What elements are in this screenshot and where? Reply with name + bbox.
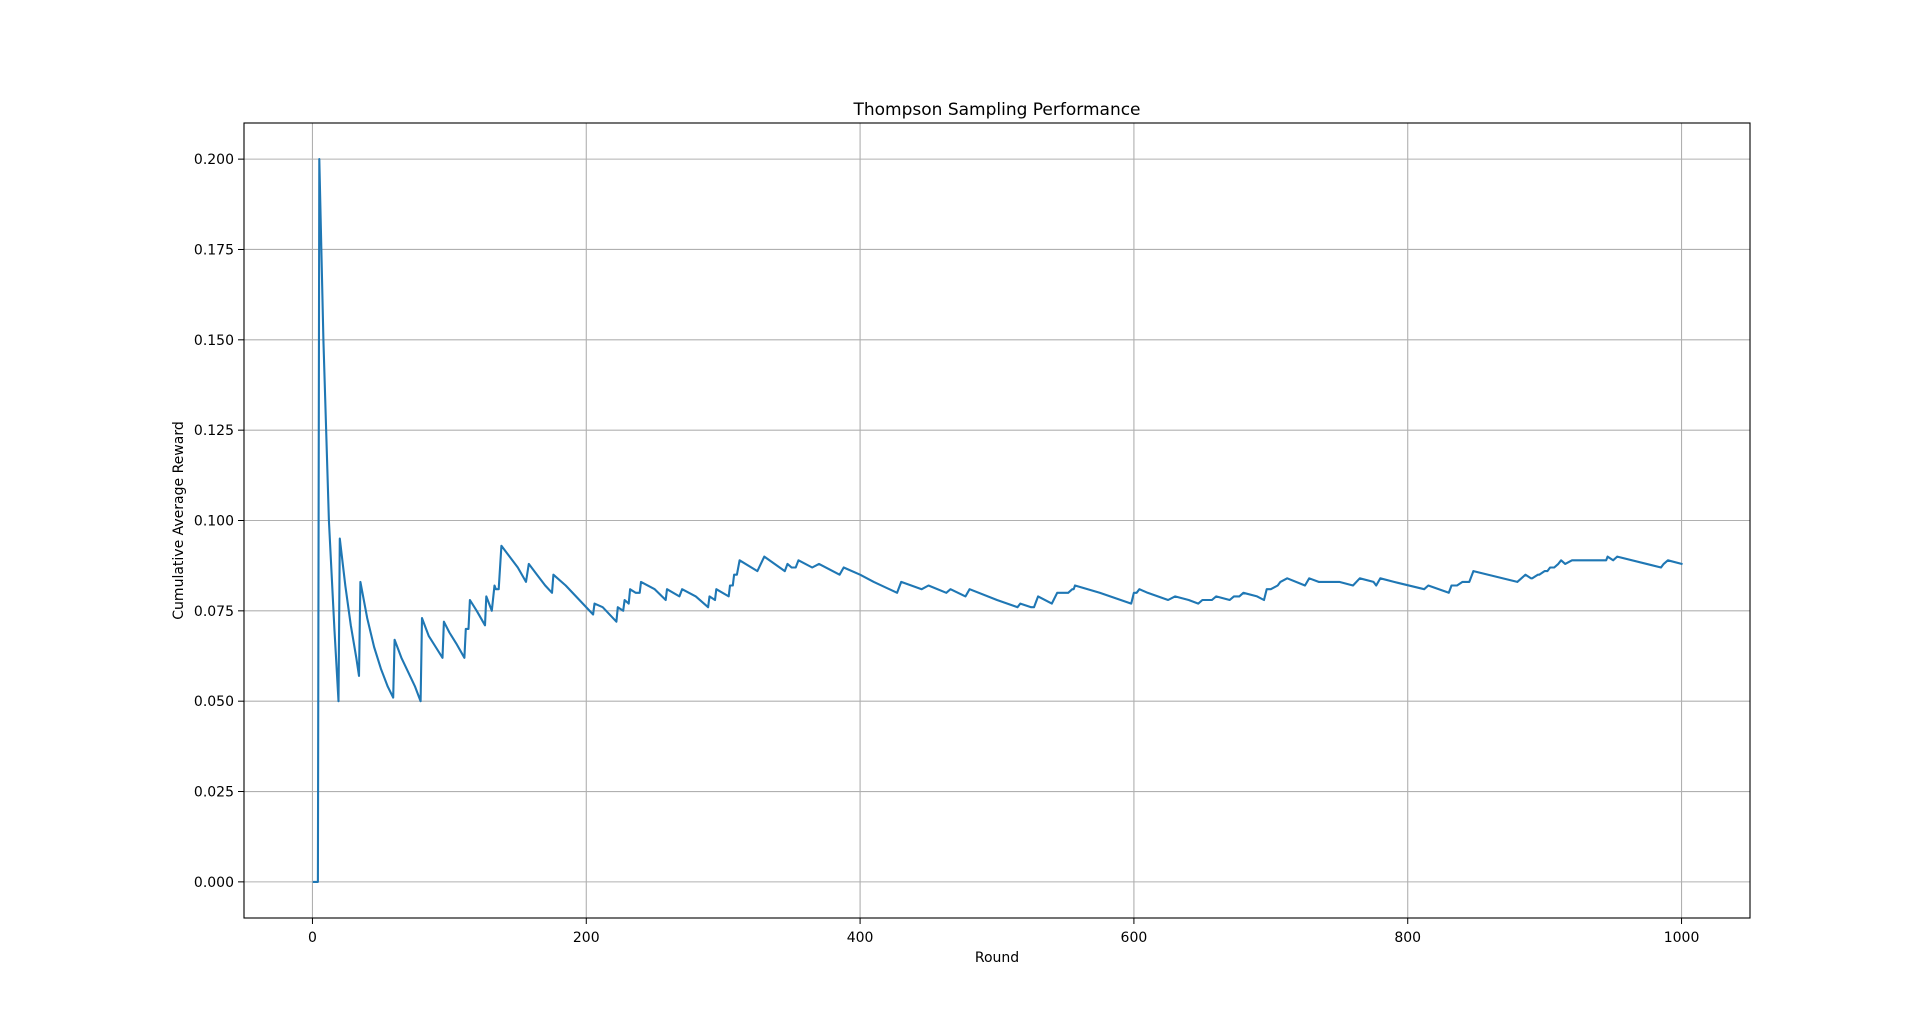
y-tick-label: 0.050 <box>194 694 234 710</box>
x-tick-label: 0 <box>308 930 317 946</box>
grid-lines <box>244 123 1750 918</box>
x-tick-label: 400 <box>847 930 874 946</box>
chart-title: Thompson Sampling Performance <box>852 100 1140 120</box>
y-tick-label: 0.000 <box>194 875 234 891</box>
y-tick-label: 0.025 <box>194 785 234 801</box>
x-axis-ticks: 0 200 400 600 800 1000 <box>308 918 1699 946</box>
x-tick-label: 600 <box>1121 930 1148 946</box>
y-tick-label: 0.125 <box>194 423 234 439</box>
y-axis-ticks: 0.000 0.025 0.050 0.075 0.100 0.125 0.150 0.175… <box>194 152 244 891</box>
x-tick-label: 800 <box>1394 930 1421 946</box>
x-axis-label: Round <box>975 950 1019 966</box>
x-tick-label: 1000 <box>1664 930 1700 946</box>
y-tick-label: 0.100 <box>194 514 234 530</box>
series-layer <box>312 158 1683 883</box>
x-tick-label: 200 <box>573 930 600 946</box>
y-tick-label: 0.075 <box>194 604 234 620</box>
y-tick-label: 0.200 <box>194 152 234 168</box>
y-axis-label: Cumulative Average Reward <box>171 421 187 619</box>
series-line <box>312 158 1683 883</box>
y-tick-label: 0.150 <box>194 333 234 349</box>
y-tick-label: 0.175 <box>194 242 234 258</box>
